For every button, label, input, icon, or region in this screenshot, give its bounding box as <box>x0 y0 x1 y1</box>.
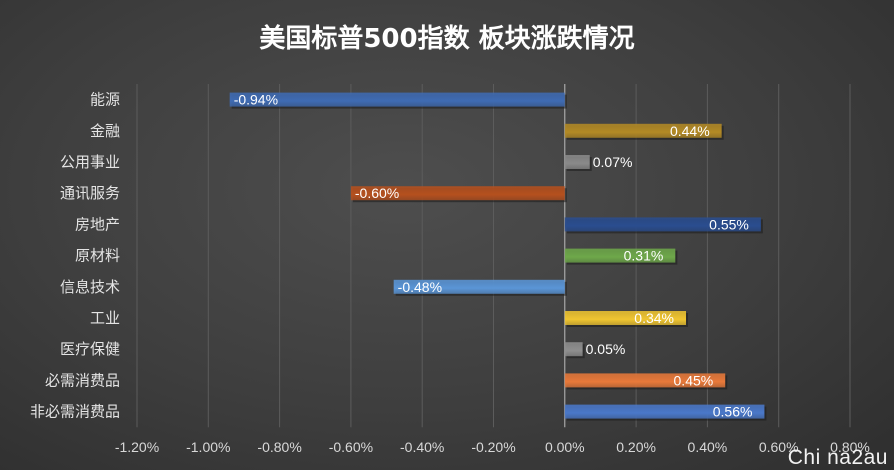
x-tick-label: 0.00% <box>545 439 585 455</box>
bar <box>564 217 761 232</box>
x-tick-label: 0.20% <box>616 439 656 455</box>
bar <box>564 248 676 263</box>
category-label: 医疗保健 <box>60 340 120 358</box>
data-labels: -0.94% 0.44% 0.07% -0.60% 0.55% 0.31% -0.48% 0.… <box>234 92 753 420</box>
data-label: -0.94% <box>234 92 278 108</box>
category-label: 公用事业 <box>60 153 120 171</box>
data-label: 0.34% <box>634 310 674 326</box>
x-axis-tick-labels: -1.20% -1.00% -0.80% -0.60% -0.40% -0.20% 0.00… <box>115 439 870 455</box>
bar <box>350 186 565 201</box>
category-label: 金融 <box>90 122 120 140</box>
bar <box>564 311 687 325</box>
data-label: -0.48% <box>398 279 442 295</box>
bar <box>229 92 565 107</box>
x-tick-label: 0.80% <box>830 439 870 455</box>
chart-title: 美国标普500指数 板块涨跌情况 <box>259 23 634 54</box>
category-label: 原材料 <box>75 247 120 265</box>
x-tick-label: 0.60% <box>759 439 799 455</box>
data-label: -0.60% <box>355 185 399 201</box>
category-label: 房地产 <box>75 215 120 233</box>
category-label: 非必需消费品 <box>30 403 120 421</box>
x-tick-label: -0.80% <box>257 439 301 455</box>
x-tick-label: -0.60% <box>329 439 373 455</box>
category-label: 必需消费品 <box>45 371 120 389</box>
watermark: Chi na2au <box>787 446 888 469</box>
x-tick-label: 0.40% <box>688 439 728 455</box>
data-label: 0.05% <box>586 341 626 357</box>
data-label: 0.55% <box>709 216 749 232</box>
x-tick-label: -1.20% <box>115 439 159 455</box>
bar <box>564 404 765 419</box>
bar <box>564 342 583 357</box>
bar <box>564 373 726 388</box>
data-label: 0.31% <box>624 248 664 264</box>
bar <box>564 155 590 169</box>
bars <box>229 92 767 421</box>
category-label: 信息技术 <box>60 278 120 296</box>
category-label: 工业 <box>90 309 120 327</box>
grid <box>136 84 851 428</box>
bar <box>393 279 565 294</box>
data-label: 0.07% <box>593 154 633 170</box>
data-label: 0.44% <box>670 123 710 139</box>
category-label: 通讯服务 <box>60 184 120 202</box>
x-tick-label: -0.40% <box>400 439 444 455</box>
bar <box>564 123 722 138</box>
x-tick-label: -1.00% <box>186 439 230 455</box>
data-label: 0.56% <box>713 404 753 420</box>
data-label: 0.45% <box>674 372 714 388</box>
x-tick-label: -0.20% <box>471 439 515 455</box>
category-label: 能源 <box>90 91 120 109</box>
